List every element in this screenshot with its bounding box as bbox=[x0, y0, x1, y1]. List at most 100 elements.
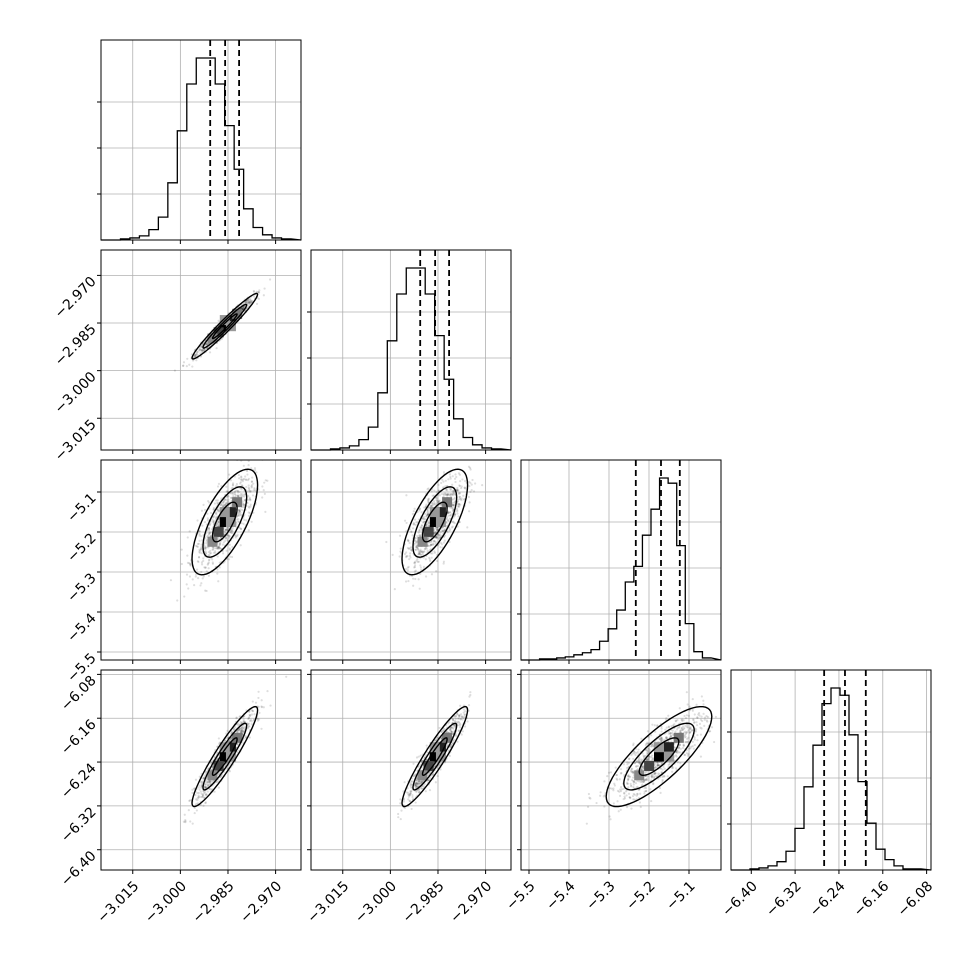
scatter-point bbox=[667, 725, 671, 728]
scatter-point bbox=[248, 713, 251, 716]
scatter-point bbox=[427, 779, 430, 782]
scatter-point bbox=[208, 523, 211, 527]
scatter-point bbox=[419, 526, 422, 530]
scatter-point bbox=[409, 782, 412, 785]
scatter-point bbox=[199, 352, 202, 355]
scatter-point bbox=[433, 489, 436, 492]
scatter-point bbox=[217, 737, 220, 740]
scatter-point bbox=[632, 780, 636, 783]
scatter-point bbox=[196, 560, 199, 563]
scatter-point bbox=[241, 308, 244, 311]
scatter-point bbox=[200, 348, 203, 351]
scatter-point bbox=[654, 730, 657, 733]
scatter-point bbox=[216, 501, 219, 504]
scatter-point bbox=[240, 727, 243, 731]
scatter-point bbox=[456, 720, 459, 723]
scatter-point bbox=[248, 710, 251, 713]
scatter-point bbox=[432, 494, 435, 497]
scatter-point bbox=[236, 489, 240, 493]
scatter-point bbox=[415, 781, 418, 785]
scatter-point bbox=[231, 532, 234, 535]
scatter-point bbox=[219, 536, 222, 539]
scatter-point bbox=[412, 775, 416, 778]
scatter-point bbox=[264, 479, 267, 482]
scatter-point bbox=[693, 738, 696, 741]
scatter-point bbox=[420, 524, 423, 527]
scatter-point bbox=[206, 512, 209, 515]
gridlines bbox=[311, 460, 511, 660]
scatter-point bbox=[226, 534, 229, 537]
scatter-point bbox=[209, 781, 212, 784]
scatter-point bbox=[199, 549, 202, 552]
scatter-point bbox=[212, 520, 215, 523]
scatter-point bbox=[415, 782, 418, 785]
scatter-point bbox=[247, 511, 250, 514]
scatter-point bbox=[452, 738, 456, 741]
scatter-point bbox=[414, 786, 418, 789]
scatter-point bbox=[427, 510, 430, 513]
scatter-point bbox=[693, 713, 696, 716]
scatter-point bbox=[418, 529, 421, 532]
scatter-point bbox=[421, 550, 424, 553]
scatter-point bbox=[239, 475, 243, 478]
scatter-point bbox=[240, 730, 243, 733]
scatter-point bbox=[202, 776, 206, 780]
scatter-point bbox=[433, 540, 436, 543]
scatter-point bbox=[456, 509, 459, 512]
scatter-point bbox=[623, 791, 626, 794]
scatter-point bbox=[653, 767, 657, 770]
scatter-point bbox=[237, 511, 241, 515]
scatter-point bbox=[204, 801, 207, 805]
scatter-point bbox=[454, 714, 458, 717]
scatter-point bbox=[225, 767, 229, 770]
scatter-point bbox=[458, 497, 461, 500]
scatter-point bbox=[446, 492, 450, 495]
scatter-point bbox=[457, 498, 460, 501]
scatter-point bbox=[204, 786, 207, 789]
panel-frame bbox=[100, 459, 302, 661]
scatter-point bbox=[414, 548, 418, 551]
scatter-point bbox=[197, 791, 200, 795]
scatter-point bbox=[451, 509, 454, 513]
scatter-point bbox=[435, 528, 439, 531]
density-block bbox=[442, 497, 453, 508]
scatter-point bbox=[206, 790, 209, 793]
scatter-point bbox=[228, 534, 231, 537]
scatter-point bbox=[204, 801, 207, 804]
scatter-point bbox=[217, 509, 221, 512]
scatter-point bbox=[193, 353, 197, 357]
scatter-point bbox=[235, 717, 238, 720]
scatter-point bbox=[255, 302, 259, 305]
scatter-point bbox=[410, 807, 413, 811]
scatter-point bbox=[431, 552, 434, 555]
scatter-point bbox=[444, 479, 447, 482]
scatter-point bbox=[432, 503, 435, 506]
scatter-point bbox=[413, 560, 417, 563]
scatter-point bbox=[220, 497, 223, 500]
scatter-point bbox=[263, 481, 266, 484]
scatter-point bbox=[456, 450, 458, 452]
panel-2-0: −5.5−5.4−5.3−5.2−5.1 bbox=[64, 459, 302, 686]
scatter-point bbox=[457, 729, 460, 732]
scatter-point bbox=[670, 725, 673, 728]
scatter-point bbox=[232, 493, 235, 496]
scatter-point bbox=[449, 745, 452, 749]
scatter-point bbox=[218, 543, 221, 546]
scatter-point bbox=[406, 569, 409, 572]
scatter-point bbox=[250, 299, 253, 302]
scatter-point bbox=[441, 529, 444, 532]
scatter-point bbox=[442, 529, 445, 533]
scatter-point bbox=[239, 527, 243, 530]
scatter-point bbox=[207, 554, 210, 557]
scatter-point bbox=[207, 574, 210, 577]
scatter-point bbox=[243, 518, 246, 521]
scatter-point bbox=[462, 494, 465, 497]
density-block bbox=[435, 517, 446, 527]
scatter-point bbox=[217, 545, 221, 549]
scatter-point bbox=[248, 496, 251, 499]
scatter-point bbox=[671, 731, 674, 735]
scatter-point bbox=[439, 761, 442, 765]
scatter-point bbox=[198, 539, 201, 542]
scatter-point bbox=[237, 724, 240, 727]
scatter-point bbox=[439, 768, 442, 771]
